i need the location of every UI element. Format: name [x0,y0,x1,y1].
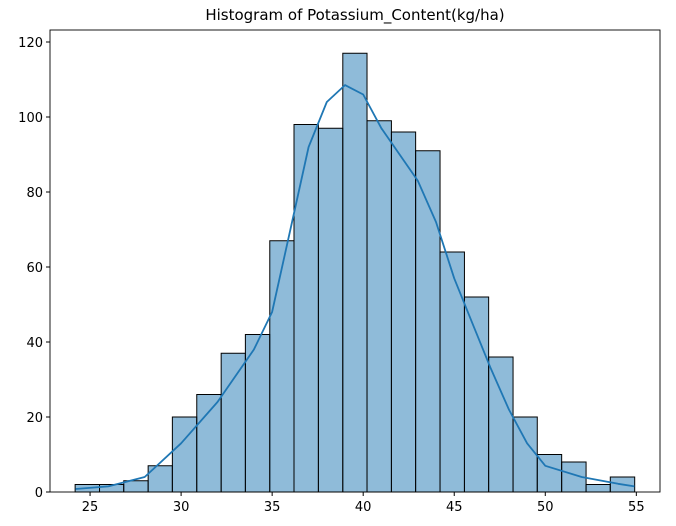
bar [196,394,222,493]
bar [439,251,465,493]
bar [585,484,611,493]
plot-frame [49,29,661,493]
bar [390,131,417,493]
bar [463,296,490,493]
y-tick-label: 40 [26,336,43,351]
kde-line [75,84,635,490]
bar [123,480,149,493]
chart-title: Histogram of Potassium_Content(kg/ha) [205,6,504,25]
x-tick-label: 55 [628,500,645,515]
bar [366,120,392,493]
bar [244,334,271,493]
bar [220,352,246,493]
x-tick-label: 30 [173,500,190,515]
y-tick-label: 100 [18,111,43,126]
y-tick-label: 80 [26,186,43,201]
y-tick-label: 20 [26,411,43,426]
y-tick-label: 0 [35,486,43,501]
bar [512,416,538,493]
x-tick-label: 40 [355,500,372,515]
x-tick-label: 25 [82,500,99,515]
bar [269,240,295,493]
x-tick-label: 50 [537,500,554,515]
bar [342,52,368,493]
bar [293,124,319,493]
x-tick-label: 45 [446,500,463,515]
y-tick-label: 120 [18,36,43,51]
x-tick-label: 35 [264,500,281,515]
bar [317,127,344,493]
bar [415,150,441,493]
bar [488,356,514,493]
y-tick-label: 60 [26,261,43,276]
bar [171,416,198,493]
